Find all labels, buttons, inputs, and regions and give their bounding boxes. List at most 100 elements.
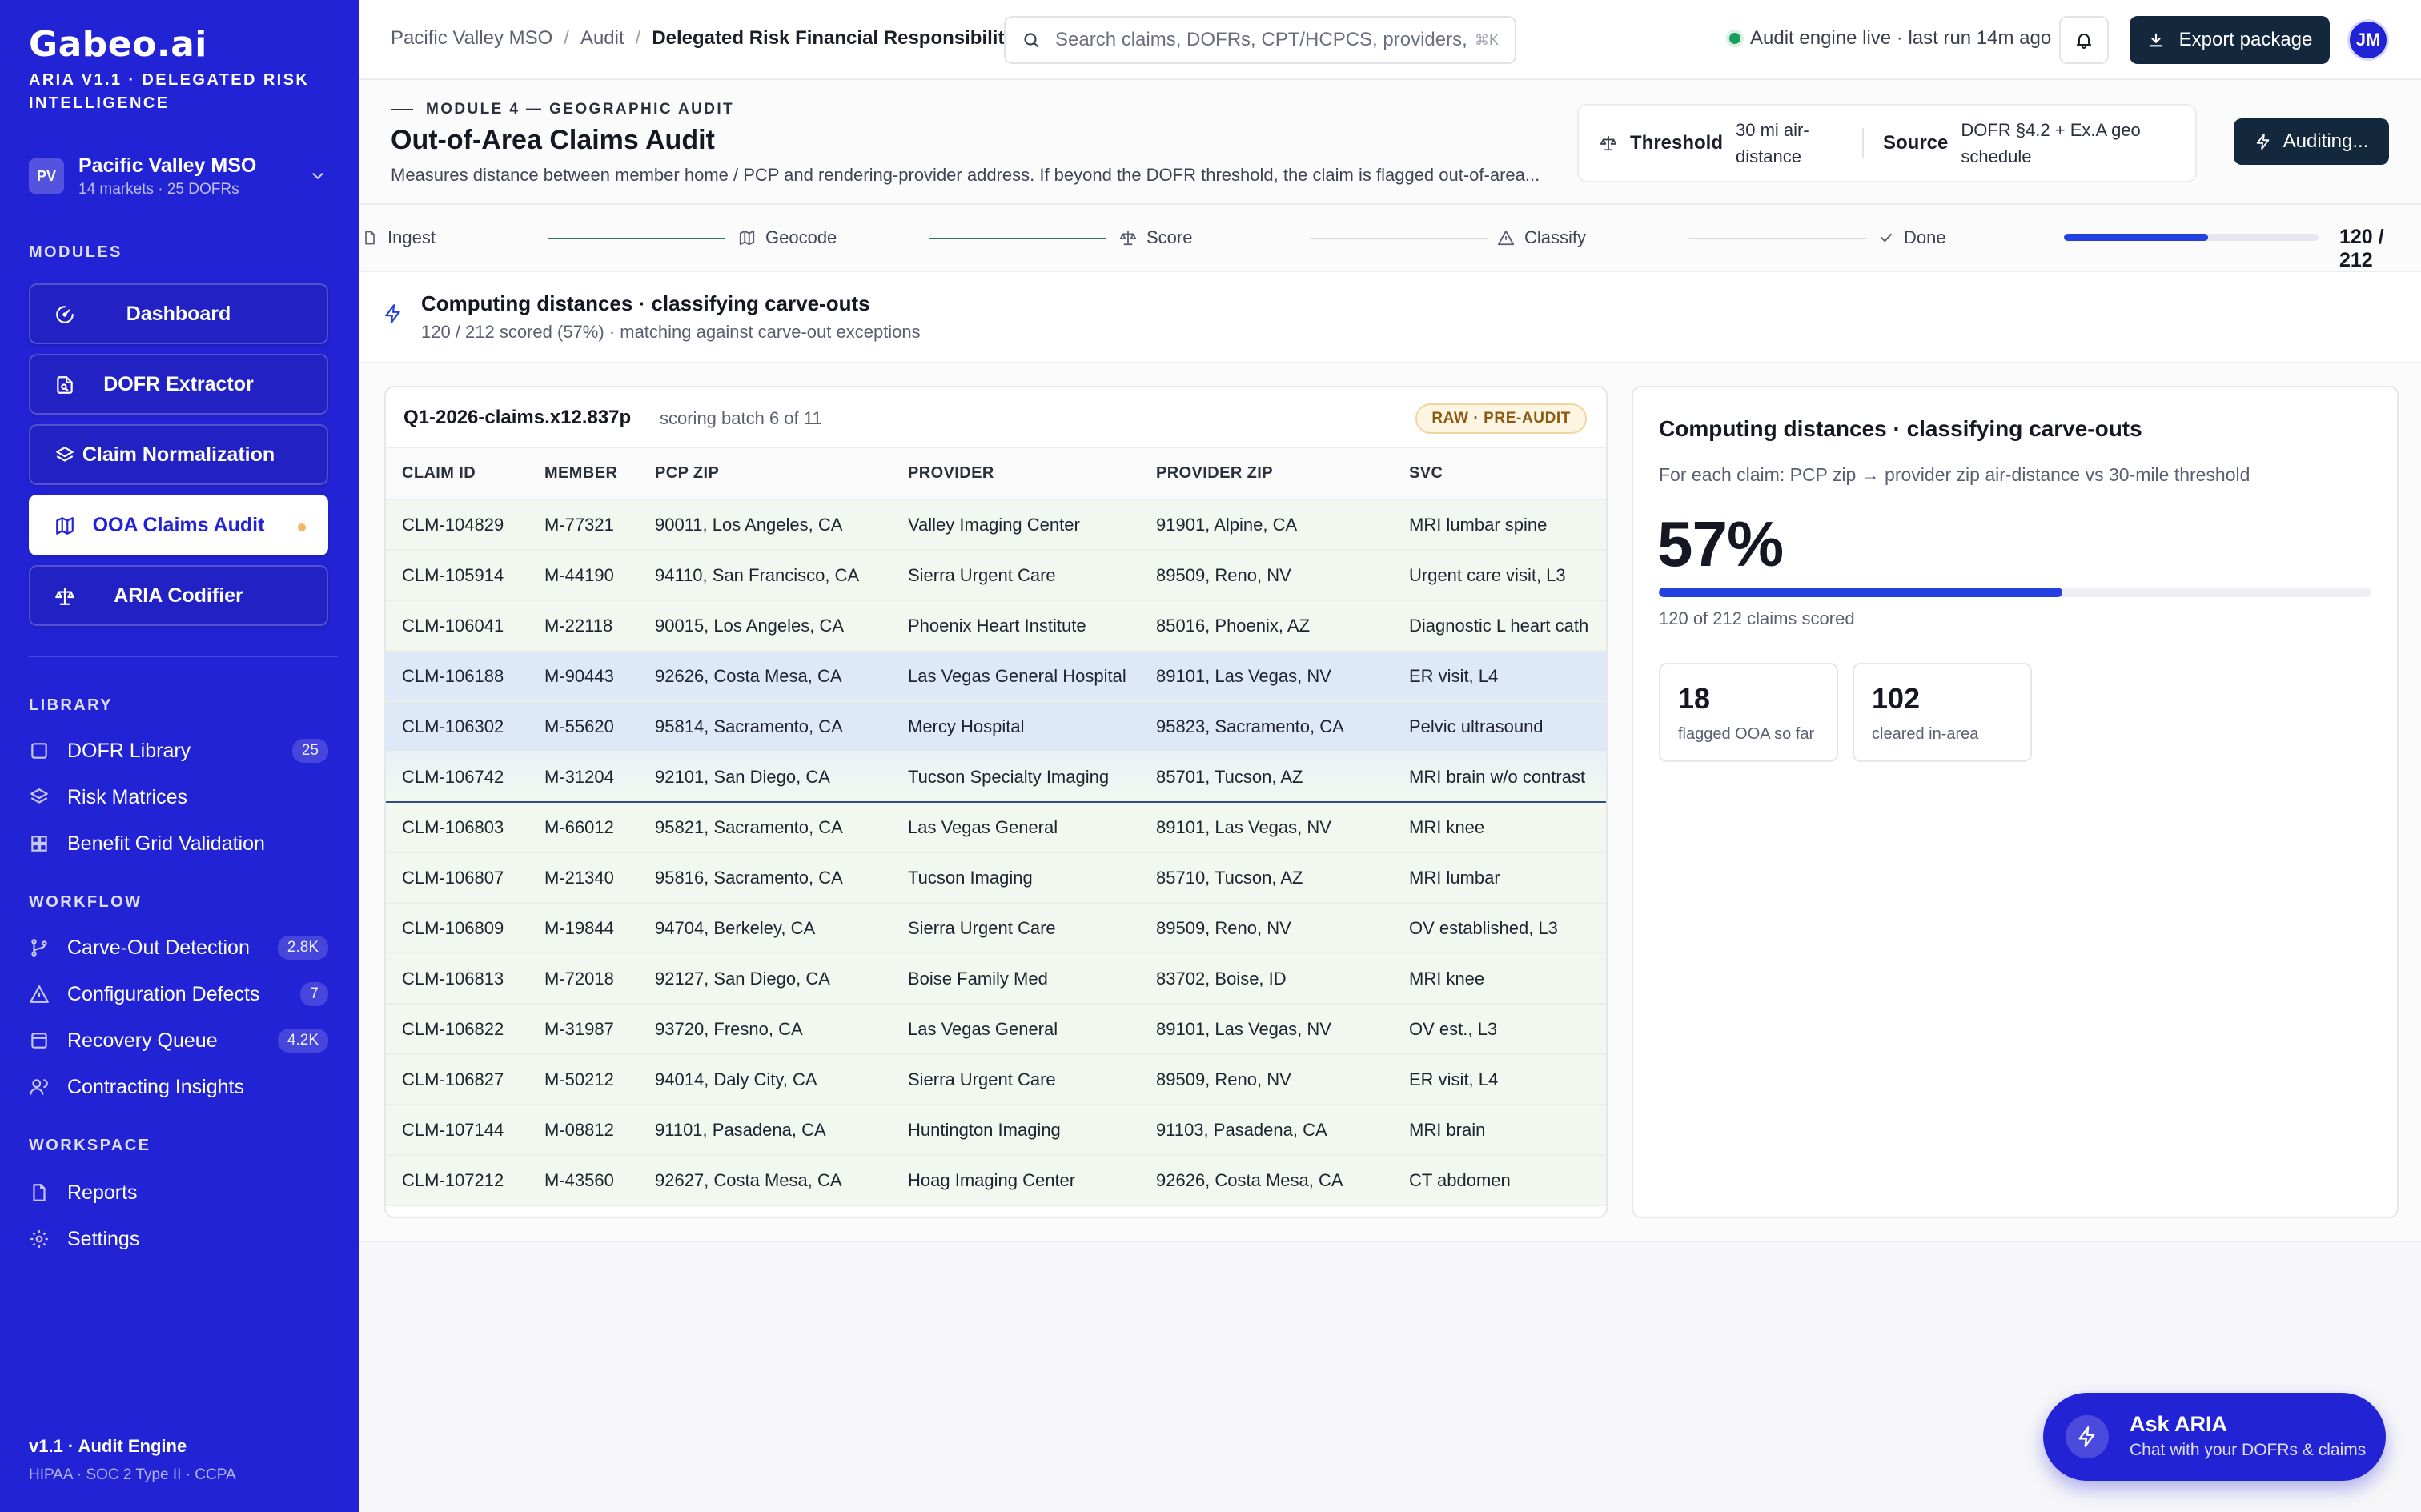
table-row[interactable]: CLM-106041 M-22118 90015, Los Angeles, C…: [386, 600, 1606, 652]
compliance-label: HIPAA · SOC 2 Type II · CCPA: [29, 1466, 236, 1483]
sidebar-item-label: DOFR Library: [67, 739, 191, 762]
sidebar-item-label: Settings: [67, 1227, 140, 1250]
sidebar-item-label: Configuration Defects: [67, 982, 260, 1005]
threshold-value: 30 mi air-distance: [1736, 120, 1809, 166]
ask-aria-button[interactable]: Ask ARIA Chat with your DOFRs & claims: [2043, 1393, 2386, 1481]
provider-cell: Valley Imaging Center: [892, 499, 1140, 551]
table-row[interactable]: CLM-105914 M-44190 94110, San Francisco,…: [386, 550, 1606, 601]
step-label: Geocode: [765, 227, 837, 247]
claim-id-cell: CLM-106041: [386, 600, 528, 652]
map-icon: [56, 517, 74, 535]
table-row[interactable]: CLM-106827 M-50212 94014, Daly City, CA …: [386, 1054, 1606, 1105]
module-header: MODULE 4 — GEOGRAPHIC AUDIT Out-of-Area …: [359, 80, 2421, 205]
export-package-button[interactable]: Export package: [2130, 16, 2330, 64]
module-label: ARIA Codifier: [114, 584, 243, 607]
cleared-stat-card: 102 cleared in-area: [1853, 663, 2032, 762]
table-row[interactable]: CLM-107144 M-08812 91101, Pasadena, CA H…: [386, 1105, 1606, 1156]
table-row[interactable]: CLM-106188 M-90443 92626, Costa Mesa, CA…: [386, 650, 1606, 702]
svc-cell: MRI lumbar spine: [1393, 499, 1606, 551]
gauge-icon: [56, 306, 74, 323]
count-badge: 4.2K: [277, 1029, 328, 1053]
table-row[interactable]: CLM-106742 M-31204 92101, San Diego, CA …: [386, 752, 1606, 803]
module-aria-codifier-button[interactable]: ARIA Codifier: [29, 565, 328, 626]
column-header[interactable]: CLAIM ID: [386, 448, 528, 500]
column-header[interactable]: PROVIDER: [892, 448, 1140, 500]
column-header[interactable]: PROVIDER ZIP: [1140, 448, 1393, 500]
sidebar-item-contracting-insights[interactable]: Contracting Insights: [29, 1071, 328, 1103]
column-header[interactable]: SVC: [1393, 448, 1606, 500]
provider-zip-cell: 83702, Boise, ID: [1140, 953, 1393, 1005]
table-row[interactable]: CLM-107212 M-43560 92627, Costa Mesa, CA…: [386, 1155, 1606, 1206]
table-row[interactable]: CLM-106803 M-66012 95821, Sacramento, CA…: [386, 802, 1606, 853]
pipeline-steps: Ingest Geocode Score Classify Done 120 /…: [359, 205, 2421, 272]
provider-cell: Las Vegas General: [892, 1004, 1140, 1055]
search-icon: [1024, 33, 1039, 48]
provider-cell: Sierra Urgent Care: [892, 903, 1140, 954]
module-claim-normalization-button[interactable]: Claim Normalization: [29, 424, 328, 485]
svc-cell: Diagnostic L heart cath: [1393, 600, 1606, 652]
sidebar-item-reports[interactable]: Reports: [29, 1177, 328, 1209]
bell-icon: [2077, 34, 2091, 49]
svc-cell: OV established, L3: [1393, 903, 1606, 954]
scoring-progress-fill: [1659, 588, 2062, 597]
warning-icon: [1497, 230, 1515, 246]
table-row[interactable]: CLM-106809 M-19844 94704, Berkeley, CA S…: [386, 903, 1606, 954]
brand-logo[interactable]: Gabeo.ai: [29, 24, 207, 65]
provider-zip-cell: 91103, Pasadena, CA: [1140, 1105, 1393, 1156]
workspace-label: WORKSPACE: [29, 1137, 151, 1154]
module-dofr-extractor-button[interactable]: DOFR Extractor: [29, 354, 328, 415]
table-row[interactable]: CLM-106822 M-31987 93720, Fresno, CA Las…: [386, 1004, 1606, 1055]
notifications-button[interactable]: [2059, 16, 2109, 64]
table-row[interactable]: CLM-106813 M-72018 92127, San Diego, CA …: [386, 953, 1606, 1005]
status-banner: Computing distances · classifying carve-…: [359, 272, 2421, 363]
book-icon: [31, 743, 47, 759]
svc-cell: ER visit, L4: [1393, 650, 1606, 702]
claim-id-cell: CLM-106827: [386, 1054, 528, 1105]
sidebar-item-benefit-grid-validation[interactable]: Benefit Grid Validation: [29, 828, 328, 860]
table-row[interactable]: CLM-106807 M-21340 95816, Sacramento, CA…: [386, 852, 1606, 904]
users-icon: [30, 1079, 48, 1095]
auditing-button[interactable]: Auditing...: [2234, 118, 2389, 165]
claim-id-cell: CLM-106803: [386, 802, 528, 853]
file-icon: [365, 231, 375, 245]
table-row[interactable]: CLM-104829 M-77321 90011, Los Angeles, C…: [386, 499, 1606, 551]
claim-id-cell: CLM-106822: [386, 1004, 528, 1055]
svc-cell: MRI knee: [1393, 802, 1606, 853]
step-score: Score: [1119, 227, 1192, 248]
status-title: Computing distances · classifying carve-…: [421, 291, 870, 315]
sidebar-item-dofr-library[interactable]: DOFR Library 25: [29, 735, 328, 767]
layers-icon: [56, 447, 74, 462]
layers-icon: [30, 788, 48, 804]
module-dashboard-button[interactable]: Dashboard: [29, 283, 328, 344]
search-box[interactable]: ⌘K: [1004, 16, 1516, 64]
module-ooa-claims-audit-button[interactable]: OOA Claims Audit: [29, 495, 328, 555]
column-header[interactable]: MEMBER: [528, 448, 639, 500]
count-badge: 7: [300, 982, 328, 1006]
sidebar-item-carve-out-detection[interactable]: Carve-Out Detection 2.8K: [29, 932, 328, 964]
sidebar-item-recovery-queue[interactable]: Recovery Queue 4.2K: [29, 1025, 328, 1057]
active-indicator-dot: [298, 523, 306, 531]
pipeline-progress-bar: [2064, 234, 2319, 241]
scale-icon: [55, 588, 74, 605]
status-badge: RAW · PRE-AUDIT: [1415, 403, 1587, 434]
git-branch-icon: [31, 939, 47, 957]
sidebar-item-risk-matrices[interactable]: Risk Matrices: [29, 781, 328, 813]
sidebar-item-settings[interactable]: Settings: [29, 1223, 328, 1255]
engine-status: Audit engine live · last run 14m ago: [1729, 27, 2051, 50]
search-input[interactable]: [1055, 29, 1475, 51]
module-label: Claim Normalization: [82, 443, 275, 466]
breadcrumb-separator: /: [564, 27, 569, 49]
column-header[interactable]: PCP ZIP: [639, 448, 892, 500]
org-switcher[interactable]: PV Pacific Valley MSO 14 markets · 25 DO…: [29, 152, 327, 200]
table-row[interactable]: CLM-106302 M-55620 95814, Sacramento, CA…: [386, 701, 1606, 752]
claim-id-cell: CLM-104829: [386, 499, 528, 551]
sidebar-item-configuration-defects[interactable]: Configuration Defects 7: [29, 978, 328, 1010]
source-value: DOFR §4.2 + Ex.A geo schedule: [1961, 120, 2141, 166]
user-avatar[interactable]: JM: [2347, 19, 2389, 61]
breadcrumb-item[interactable]: Pacific Valley MSO: [391, 27, 553, 49]
breadcrumb-item[interactable]: Audit: [580, 27, 624, 49]
eyebrow-rule: [391, 109, 413, 110]
svc-cell: MRI knee: [1393, 953, 1606, 1005]
step-geocode: Geocode: [738, 227, 837, 248]
member-cell: M-31987: [528, 1004, 639, 1055]
